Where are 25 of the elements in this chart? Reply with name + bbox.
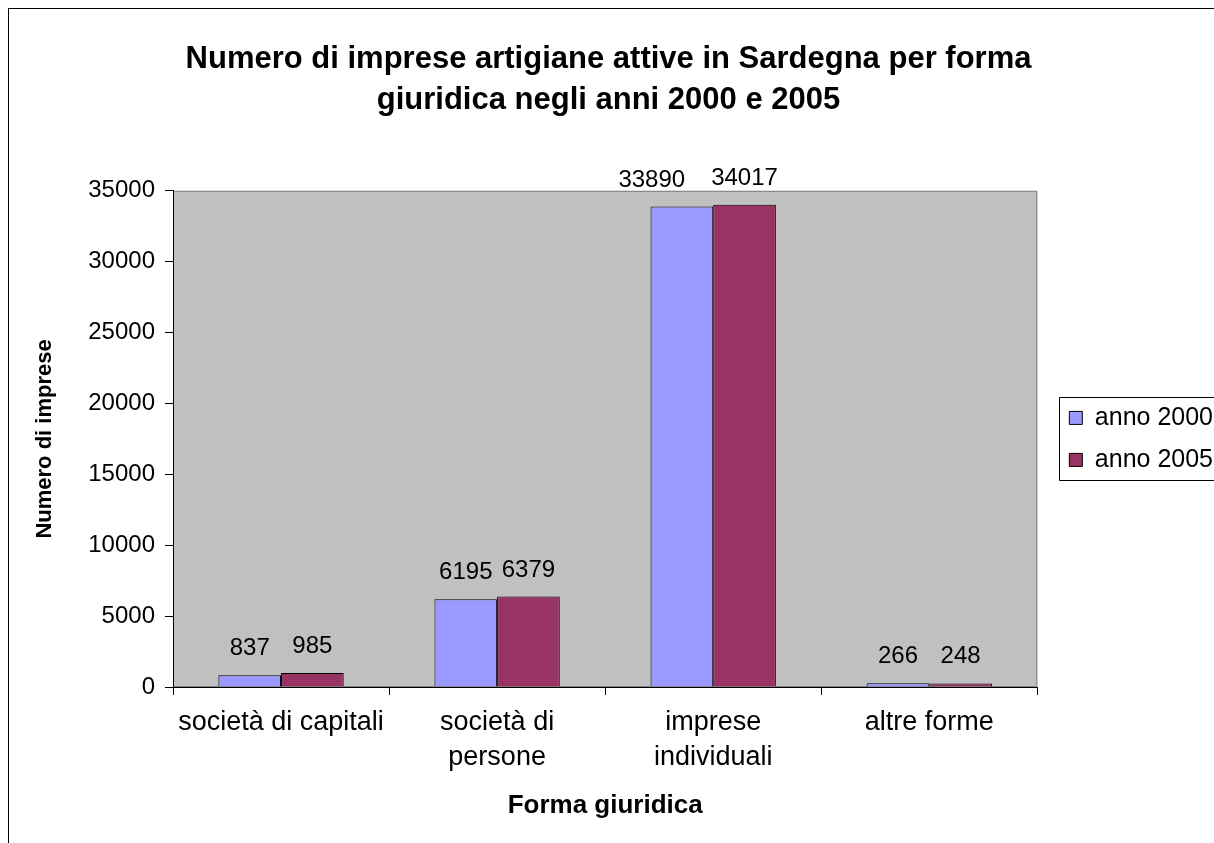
x-tick-label: altre forme bbox=[864, 706, 994, 736]
x-tick-label: società di capitali bbox=[178, 706, 384, 736]
y-axis-title: Numero di imprese bbox=[31, 339, 57, 539]
data-label: 248 bbox=[940, 641, 981, 669]
y-tick-label: 25000 bbox=[88, 317, 155, 345]
x-tick-label: società di persone bbox=[440, 706, 555, 772]
data-label: 34017 bbox=[711, 162, 778, 190]
x-tick-label: imprese individuali bbox=[653, 706, 773, 772]
y-tick-label: 20000 bbox=[88, 388, 155, 416]
data-label: 266 bbox=[877, 641, 918, 669]
legend-label: anno 2005 bbox=[1094, 443, 1214, 472]
y-tick-label: 10000 bbox=[88, 529, 155, 557]
y-tick-label: 5000 bbox=[101, 600, 155, 628]
data-label: 33890 bbox=[618, 164, 686, 192]
data-label: 6379 bbox=[501, 554, 556, 582]
y-tick-label: 30000 bbox=[88, 246, 155, 274]
data-label: 837 bbox=[229, 633, 270, 661]
data-label: 985 bbox=[292, 631, 333, 659]
x-axis-title: Forma giuridica bbox=[507, 788, 704, 819]
y-tick-label: 35000 bbox=[88, 175, 155, 203]
chart-title: Numero di imprese artigiane attive in Sardegna per forma giuridica negli anni 2000 e 2005 bbox=[185, 40, 1033, 116]
y-tick-label: 15000 bbox=[88, 458, 155, 486]
y-tick-label: 0 bbox=[141, 671, 155, 699]
legend-label: anno 2000 bbox=[1094, 401, 1214, 430]
data-label: 6195 bbox=[439, 557, 493, 585]
